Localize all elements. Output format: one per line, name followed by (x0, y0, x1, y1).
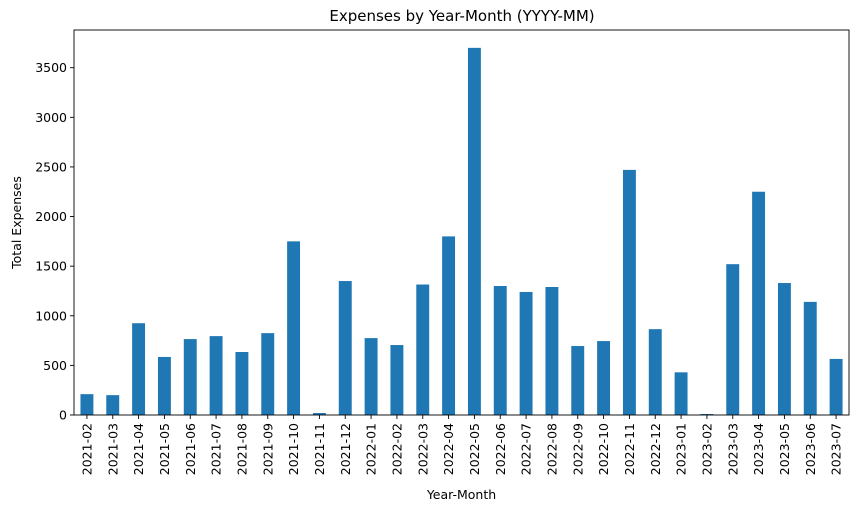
bars-group (80, 47, 843, 415)
bar-2022-06 (493, 286, 507, 415)
bar-2022-07 (519, 291, 533, 415)
bar-2023-01 (674, 372, 688, 415)
bar-2022-10 (597, 341, 611, 415)
y-tick-label: 3500 (35, 60, 67, 75)
bar-2023-05 (777, 283, 791, 415)
bar-2021-02 (80, 394, 94, 415)
x-tick-label: 2022-06 (493, 423, 508, 475)
x-tick-label: 2021-07 (209, 423, 224, 475)
bar-2022-02 (390, 345, 404, 415)
x-tick-label: 2022-11 (622, 423, 637, 475)
x-tick-label: 2023-01 (674, 423, 689, 475)
bar-2021-08 (235, 351, 249, 415)
x-tick-label: 2021-05 (157, 423, 172, 475)
bar-2021-04 (132, 323, 146, 415)
bar-2021-12 (338, 281, 352, 415)
x-tick-label: 2022-10 (596, 423, 611, 475)
x-tick-label: 2022-08 (544, 423, 559, 475)
x-tick-label: 2022-02 (389, 423, 404, 475)
y-tick-label: 500 (43, 358, 67, 373)
bar-2021-10 (287, 241, 301, 415)
bar-2021-07 (209, 336, 223, 415)
bar-2021-03 (106, 395, 120, 415)
bar-2022-11 (622, 169, 636, 415)
y-tick-label: 3000 (35, 110, 67, 125)
x-tick-label: 2022-05 (467, 423, 482, 475)
x-tick-label: 2021-10 (286, 423, 301, 475)
x-tick-label: 2021-06 (183, 423, 198, 475)
chart-title: Expenses by Year-Month (YYYY-MM) (329, 7, 594, 25)
x-tick-label: 2021-04 (131, 423, 146, 475)
x-tick-label: 2022-09 (570, 423, 585, 475)
y-tick-label: 1500 (35, 259, 67, 274)
x-tick-label: 2023-06 (803, 423, 818, 475)
bar-2022-03 (416, 284, 430, 415)
y-tick-label: 2000 (35, 209, 67, 224)
x-axis-ticks: 2021-02 2021-03 2021-04 2021-05 2021-06 2021-… (79, 415, 844, 475)
bar-2021-09 (261, 333, 275, 415)
plot-frame (73, 29, 850, 416)
x-tick-label: 2023-02 (699, 423, 714, 475)
x-tick-label: 2021-12 (338, 423, 353, 475)
bar-2021-11 (312, 413, 326, 415)
x-axis-label: Year-Month (426, 487, 496, 502)
bar-2023-04 (752, 191, 766, 415)
bar-2021-06 (183, 339, 197, 415)
bar-2022-08 (545, 286, 559, 415)
x-tick-label: 2021-11 (312, 423, 327, 475)
y-axis-ticks: 0 500 1000 1500 2000 2500 3000 3500 (35, 60, 74, 423)
bar-2023-02 (700, 414, 714, 415)
x-tick-label: 2023-05 (777, 423, 792, 475)
bar-2022-01 (364, 338, 378, 415)
bar-2022-12 (648, 329, 662, 415)
x-tick-label: 2021-09 (260, 423, 275, 475)
x-tick-label: 2021-03 (105, 423, 120, 475)
x-tick-label: 2022-03 (415, 423, 430, 475)
x-tick-label: 2021-08 (234, 423, 249, 475)
y-tick-label: 2500 (35, 159, 67, 174)
bar-2022-09 (571, 346, 585, 415)
x-tick-label: 2022-04 (441, 423, 456, 475)
bar-2022-04 (442, 236, 456, 415)
bar-2023-03 (726, 264, 740, 415)
y-tick-label: 0 (59, 408, 67, 423)
x-tick-label: 2023-03 (725, 423, 740, 475)
x-tick-label: 2023-07 (829, 423, 844, 475)
bar-2021-05 (157, 356, 171, 415)
x-tick-label: 2022-01 (364, 423, 379, 475)
y-tick-label: 1000 (35, 308, 67, 323)
x-tick-label: 2023-04 (751, 423, 766, 475)
x-tick-label: 2022-07 (519, 423, 534, 475)
bar-2022-05 (467, 47, 481, 415)
y-axis-label: Total Expenses (9, 176, 24, 270)
x-tick-label: 2022-12 (648, 423, 663, 475)
x-tick-label: 2021-02 (79, 423, 94, 475)
bar-2023-07 (829, 358, 843, 415)
bar-2023-06 (803, 301, 817, 415)
